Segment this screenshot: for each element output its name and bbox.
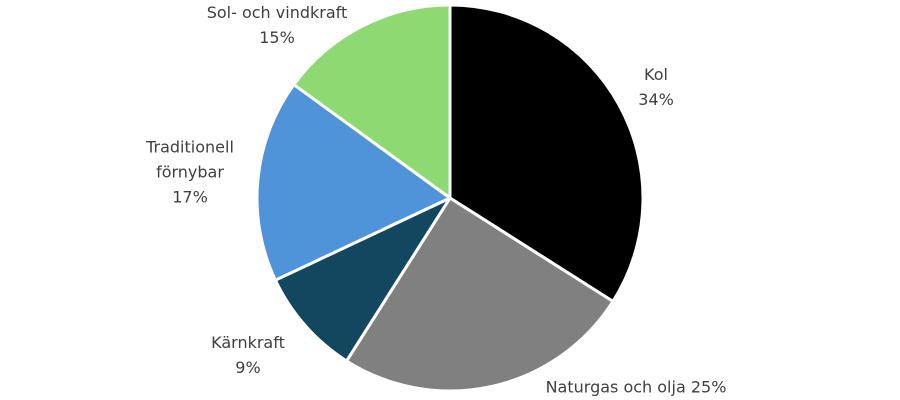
pie-slice xyxy=(345,196,615,393)
slice-label: Traditionell förnybar 17% xyxy=(135,135,245,210)
pie-slice xyxy=(255,83,452,282)
value-label: 25% xyxy=(690,377,727,397)
category-label: Naturgas och olja xyxy=(545,377,686,397)
pie-slice xyxy=(273,196,452,363)
slice-label: Sol- och vindkraft 15% xyxy=(177,0,377,50)
slice-label: Naturgas och olja 25% xyxy=(506,375,766,400)
category-label: Traditionell förnybar xyxy=(146,137,234,182)
category-label: Kol xyxy=(644,65,668,84)
value-label: 34% xyxy=(638,90,674,109)
category-label: Kärnkraft xyxy=(211,333,285,352)
pie-slice xyxy=(292,3,452,200)
slice-label: Kärnkraft 9% xyxy=(198,330,298,380)
value-label: 15% xyxy=(259,28,295,47)
slice-label: Kol 34% xyxy=(616,62,696,112)
category-label: Sol- och vindkraft xyxy=(206,3,348,22)
value-label: 9% xyxy=(235,358,261,377)
value-label: 17% xyxy=(172,187,208,207)
